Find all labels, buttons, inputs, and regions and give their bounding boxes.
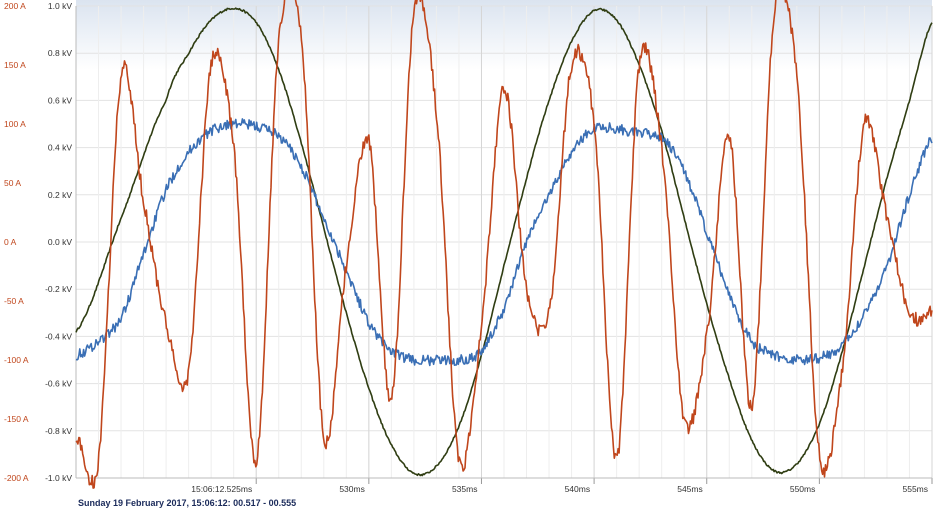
voltage-tick-label: 0.0 kV: [48, 237, 72, 247]
voltage-tick-label: -0.8 kV: [45, 426, 72, 436]
voltage-tick-label: -0.2 kV: [45, 284, 72, 294]
voltage-tick-label: 0.6 kV: [48, 95, 72, 105]
voltage-tick-label: 0.8 kV: [48, 48, 72, 58]
time-range-label: Sunday 19 February 2017, 15:06:12: 00.51…: [78, 498, 297, 508]
current-tick-label: 50 A: [4, 178, 21, 188]
voltage-series-line: [75, 7, 933, 477]
current-tick-label: -100 A: [4, 355, 29, 365]
current-tick-label: -50 A: [4, 296, 24, 306]
current-tick-label: -150 A: [4, 414, 29, 424]
voltage-tick-label: 0.4 kV: [48, 143, 72, 153]
x-tick-label: 535ms: [452, 484, 478, 494]
x-tick-label: 530ms: [339, 484, 365, 494]
current-tick-label: 100 A: [4, 119, 26, 129]
current-tick-label: 0 A: [4, 237, 17, 247]
x-tick-label: 545ms: [677, 484, 703, 494]
current-tick-label: 200 A: [4, 1, 26, 11]
voltage-tick-label: 0.2 kV: [48, 190, 72, 200]
axes: [75, 6, 933, 484]
voltage-tick-label: -1.0 kV: [45, 473, 72, 483]
voltage-tick-label: 1.0 kV: [48, 1, 72, 11]
current-series-line: [75, 0, 933, 489]
grid-lines: [75, 5, 933, 479]
tick-labels: 1.0 kV 0.8 kV 0.6 kV 0.4 kV 0.2 kV 0.0 kV -0.2…: [4, 1, 928, 494]
series-lines: [75, 0, 933, 489]
x-tick-label: 555ms: [902, 484, 928, 494]
x-tick-label: 550ms: [790, 484, 816, 494]
x-tick-label: 540ms: [565, 484, 591, 494]
current-tick-label: -200 A: [4, 473, 29, 483]
x-tick-label: 15:06:12.525ms: [191, 484, 252, 494]
current-tick-label: 150 A: [4, 60, 26, 70]
voltage-tick-label: -0.6 kV: [45, 379, 72, 389]
voltage-series-line-2: [75, 118, 933, 367]
voltage-tick-label: -0.4 kV: [45, 331, 72, 341]
